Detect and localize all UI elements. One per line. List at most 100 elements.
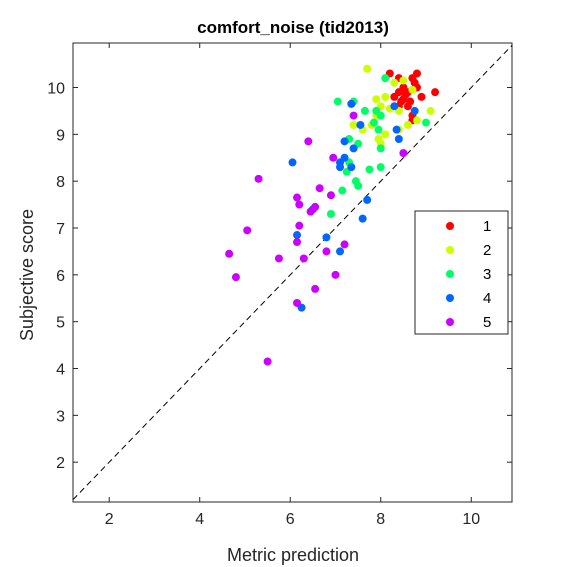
legend-label-5: 5 xyxy=(483,314,491,331)
y-tick-label: 6 xyxy=(56,268,65,285)
data-point-series-5 xyxy=(243,226,252,235)
data-point-series-3 xyxy=(333,97,342,106)
data-point-series-3 xyxy=(422,118,431,127)
data-point-series-5 xyxy=(329,153,338,162)
data-point-series-4 xyxy=(356,120,365,129)
data-point-series-5 xyxy=(263,357,272,366)
data-point-series-3 xyxy=(338,186,347,195)
legend-label-3: 3 xyxy=(483,266,491,283)
legend-label-2: 2 xyxy=(483,242,491,259)
legend-label-4: 4 xyxy=(483,290,491,307)
legend: 1 2 3 4 5 xyxy=(414,210,509,335)
legend-marker-5 xyxy=(446,318,454,326)
legend-marker-1 xyxy=(446,222,454,230)
data-point-series-2 xyxy=(390,78,399,87)
data-point-series-2 xyxy=(408,85,417,94)
data-point-series-1 xyxy=(401,90,410,99)
data-point-series-1 xyxy=(406,97,415,106)
y-tick-label: 4 xyxy=(56,362,65,379)
data-point-series-5 xyxy=(225,249,234,258)
data-point-series-3 xyxy=(369,118,378,127)
data-point-series-4 xyxy=(322,233,331,242)
y-tick-label: 7 xyxy=(56,221,65,238)
data-point-series-5 xyxy=(293,193,302,202)
identity-reference-line xyxy=(72,44,513,501)
data-point-series-2 xyxy=(381,130,390,139)
data-point-series-5 xyxy=(331,270,340,279)
y-tick-label: 5 xyxy=(56,315,65,332)
data-point-series-3 xyxy=(376,163,385,172)
data-point-series-2 xyxy=(426,106,435,115)
data-point-series-5 xyxy=(293,298,302,307)
data-point-series-1 xyxy=(431,88,440,97)
data-point-series-4 xyxy=(349,144,358,153)
data-point-series-4 xyxy=(340,137,349,146)
y-tick-label: 8 xyxy=(56,174,65,191)
legend-label-1: 1 xyxy=(483,218,491,235)
y-tick-label: 10 xyxy=(47,80,65,97)
data-point-series-2 xyxy=(349,120,358,129)
legend-marker-4 xyxy=(446,294,454,302)
data-point-series-4 xyxy=(336,247,345,256)
y-tick-label: 2 xyxy=(56,455,65,472)
data-point-series-4 xyxy=(394,135,403,144)
data-point-series-5 xyxy=(349,111,358,120)
data-point-series-5 xyxy=(254,174,263,183)
data-point-series-2 xyxy=(403,120,412,129)
legend-box xyxy=(414,210,509,335)
data-point-series-4 xyxy=(288,158,297,167)
data-point-series-5 xyxy=(340,240,349,249)
data-point-series-4 xyxy=(336,163,345,172)
data-point-series-4 xyxy=(363,195,372,204)
data-point-series-4 xyxy=(293,231,302,240)
data-point-series-3 xyxy=(381,74,390,83)
data-point-series-3 xyxy=(326,209,335,218)
data-point-series-2 xyxy=(381,92,390,101)
data-point-series-4 xyxy=(347,99,356,108)
data-point-series-2 xyxy=(363,64,372,73)
data-point-series-4 xyxy=(390,102,399,111)
data-point-series-1 xyxy=(412,69,421,78)
data-point-series-1 xyxy=(390,92,399,101)
axes-frame xyxy=(72,42,513,503)
data-point-series-5 xyxy=(399,149,408,158)
legend-marker-2 xyxy=(446,246,454,254)
data-point-series-4 xyxy=(392,125,401,134)
data-point-series-5 xyxy=(293,238,302,247)
data-point-series-3 xyxy=(354,181,363,190)
data-point-series-4 xyxy=(410,106,419,115)
x-tick-label: 10 xyxy=(462,511,480,528)
y-axis-label: Subjective score xyxy=(17,209,37,341)
data-point-series-5 xyxy=(315,184,324,193)
chart-title: comfort_noise (tid2013) xyxy=(197,18,389,37)
x-tick-label: 4 xyxy=(195,511,204,528)
plot-area: 2 4 6 8 10 2 3 4 5 6 7 8 9 10 xyxy=(47,42,513,528)
data-point-series-5 xyxy=(299,254,308,263)
data-point-series-3 xyxy=(360,106,369,115)
x-tick-label: 8 xyxy=(376,511,385,528)
legend-marker-3 xyxy=(446,270,454,278)
x-tick-label: 2 xyxy=(105,511,114,528)
data-point-series-5 xyxy=(295,200,304,209)
data-point-series-2 xyxy=(412,116,421,125)
data-point-series-5 xyxy=(304,137,313,146)
data-point-series-3 xyxy=(376,111,385,120)
data-point-series-5 xyxy=(295,221,304,230)
data-point-series-2 xyxy=(399,76,408,85)
data-point-series-4 xyxy=(358,214,367,223)
data-point-series-5 xyxy=(326,191,335,200)
data-point-series-3 xyxy=(365,165,374,174)
data-point-series-3 xyxy=(376,144,385,153)
data-point-series-2 xyxy=(372,95,381,104)
data-point-series-3 xyxy=(374,125,383,134)
y-tick-label: 9 xyxy=(56,127,65,144)
x-tick-label: 6 xyxy=(286,511,295,528)
data-point-series-5 xyxy=(274,254,283,263)
data-point-series-5 xyxy=(306,207,315,216)
data-point-series-4 xyxy=(347,163,356,172)
x-axis-label: Metric prediction xyxy=(227,545,359,565)
data-point-series-1 xyxy=(417,92,426,101)
data-point-series-5 xyxy=(322,247,331,256)
data-point-series-5 xyxy=(231,273,240,282)
